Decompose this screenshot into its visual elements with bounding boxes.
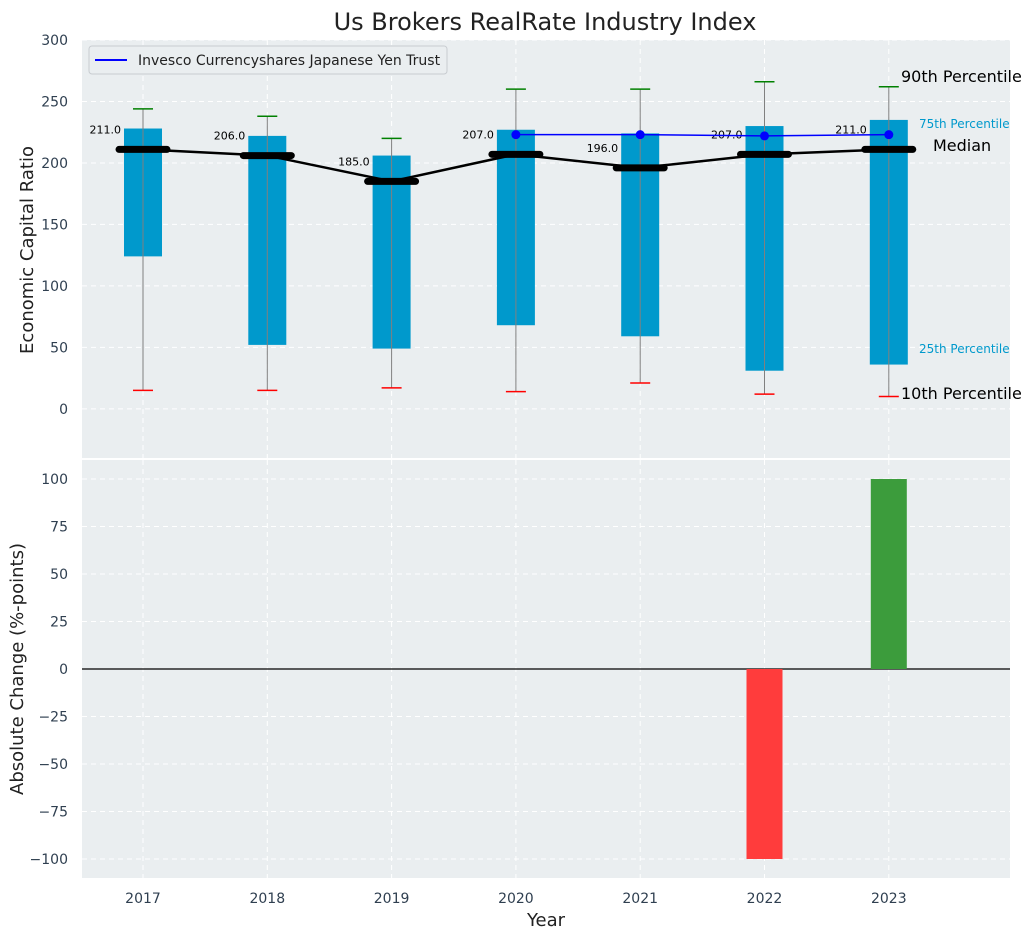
legend-label: Invesco Currencyshares Japanese Yen Trus…	[138, 53, 441, 69]
bottom-panel-marks	[82, 479, 1010, 859]
bottom-y-tick-label: 0	[59, 662, 68, 678]
annotation-90th-percentile: 90th Percentile	[901, 67, 1021, 86]
x-tick-label-2018: 2018	[249, 891, 285, 907]
top-y-tick-label: 300	[41, 33, 68, 49]
series-point-2021	[635, 130, 645, 140]
series-point-2022	[760, 131, 769, 141]
top-y-tick-label: 100	[41, 279, 68, 295]
legend: Invesco Currencyshares Japanese Yen Trus…	[88, 45, 448, 75]
median-label-2017: 211.0	[90, 123, 122, 136]
axes-text: 0 50 100 150 200 250 300 −100 −75 −50 −25 0 25 50 75 10…	[30, 33, 907, 907]
bottom-y-tick-label: −75	[38, 805, 68, 821]
x-tick-label-2021: 2021	[622, 891, 658, 907]
bottom-y-tick-label: 100	[41, 472, 68, 488]
series-point-2023	[884, 130, 894, 140]
top-y-tick-label: 200	[41, 156, 68, 172]
median-label-2023: 211.0	[835, 123, 867, 136]
bottom-y-tick-label: −25	[38, 710, 68, 726]
bottom-y-tick-label: −100	[30, 852, 68, 868]
x-tick-label-2020: 2020	[498, 891, 534, 907]
bottom-y-tick-label: −50	[38, 757, 68, 773]
top-y-tick-label: 150	[41, 217, 68, 233]
median-label-2020: 207.0	[462, 128, 494, 141]
change-bar-2022	[746, 669, 783, 859]
annotation-75th-percentile: 75th Percentile	[919, 117, 1010, 131]
percentile-annotations: 90th Percentile 75th Percentile Median 2…	[901, 67, 1021, 403]
median-label-2018: 206.0	[214, 130, 246, 143]
median-label-2021: 196.0	[587, 142, 619, 155]
x-tick-label-2023: 2023	[871, 891, 907, 907]
chart-title: Us Brokers RealRate Industry Index	[334, 8, 757, 36]
x-tick-label-2017: 2017	[125, 891, 161, 907]
x-tick-label-2022: 2022	[747, 891, 783, 907]
legend-box	[88, 45, 448, 75]
change-bar-2023	[870, 479, 907, 669]
bottom-y-tick-label: 25	[50, 615, 68, 631]
bottom-y-axis-label: Absolute Change (%-points)	[7, 543, 28, 795]
annotation-25th-percentile: 25th Percentile	[919, 342, 1010, 356]
annotation-10th-percentile: 10th Percentile	[901, 384, 1021, 403]
x-axis-label: Year	[526, 910, 566, 931]
top-panel-background	[82, 40, 1010, 458]
top-y-tick-label: 0	[59, 402, 68, 418]
top-y-axis-label: Economic Capital Ratio	[17, 146, 38, 354]
bottom-y-tick-label: 75	[50, 520, 68, 536]
x-tick-label-2019: 2019	[374, 891, 410, 907]
top-y-tick-label: 50	[50, 340, 68, 356]
median-label-2019: 185.0	[338, 155, 370, 168]
series-point-2020	[511, 130, 521, 140]
series-line	[515, 133, 889, 137]
annotation-median: Median	[933, 136, 991, 155]
bottom-y-tick-label: 50	[50, 567, 68, 583]
top-y-tick-label: 250	[41, 94, 68, 110]
